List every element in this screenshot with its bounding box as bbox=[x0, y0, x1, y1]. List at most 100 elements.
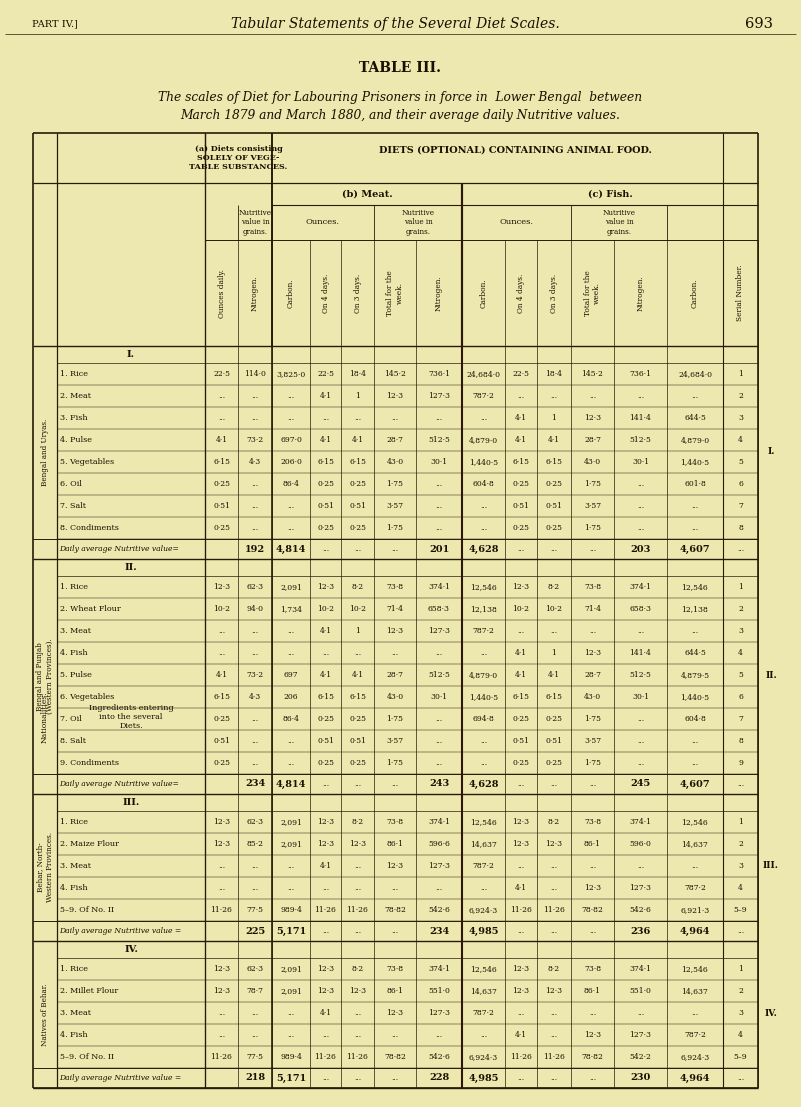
Text: Nitrogen.: Nitrogen. bbox=[637, 276, 645, 311]
Text: 245: 245 bbox=[630, 779, 650, 788]
Text: 30·1: 30·1 bbox=[430, 458, 448, 466]
Text: 1,440·5: 1,440·5 bbox=[680, 693, 710, 701]
Text: 542·2: 542·2 bbox=[630, 1053, 651, 1061]
Text: 4·1: 4·1 bbox=[320, 436, 332, 444]
Text: 12·3: 12·3 bbox=[584, 884, 601, 892]
Text: ...: ... bbox=[252, 1031, 259, 1039]
Text: 12,546: 12,546 bbox=[682, 583, 708, 591]
Text: ...: ... bbox=[288, 649, 295, 656]
Text: I.: I. bbox=[127, 350, 135, 359]
Text: ...: ... bbox=[550, 884, 557, 892]
Text: 11·26: 11·26 bbox=[211, 906, 232, 914]
Text: 141·4: 141·4 bbox=[630, 414, 651, 422]
Text: ...: ... bbox=[436, 524, 443, 532]
Text: ...: ... bbox=[354, 927, 361, 935]
Text: 1·75: 1·75 bbox=[584, 715, 601, 723]
Text: ...: ... bbox=[550, 1008, 557, 1017]
Text: 12·3: 12·3 bbox=[213, 818, 230, 826]
Text: Nitrogen.: Nitrogen. bbox=[251, 276, 259, 311]
Text: ...: ... bbox=[392, 414, 399, 422]
Text: ...: ... bbox=[737, 545, 744, 554]
Text: 5–9: 5–9 bbox=[734, 906, 747, 914]
Text: ...: ... bbox=[691, 392, 698, 400]
Text: 12·3: 12·3 bbox=[317, 840, 334, 848]
Text: 2,091: 2,091 bbox=[280, 818, 302, 826]
Text: ...: ... bbox=[354, 780, 361, 788]
Text: 12·3: 12·3 bbox=[317, 583, 334, 591]
Text: 71·4: 71·4 bbox=[387, 606, 404, 613]
Text: 551·0: 551·0 bbox=[630, 987, 651, 995]
Text: 0·25: 0·25 bbox=[213, 480, 230, 488]
Text: 658·3: 658·3 bbox=[428, 606, 450, 613]
Text: 4·1: 4·1 bbox=[352, 436, 364, 444]
Text: 8·2: 8·2 bbox=[548, 583, 560, 591]
Text: 12·3: 12·3 bbox=[213, 965, 230, 973]
Text: 1. Rice: 1. Rice bbox=[60, 583, 88, 591]
Text: 225: 225 bbox=[245, 927, 265, 935]
Text: ...: ... bbox=[322, 927, 329, 935]
Text: 4·1: 4·1 bbox=[548, 436, 560, 444]
Text: 22·5: 22·5 bbox=[317, 370, 334, 377]
Text: ...: ... bbox=[589, 927, 596, 935]
Text: ...: ... bbox=[436, 715, 443, 723]
Text: ...: ... bbox=[637, 759, 644, 767]
Text: 644·5: 644·5 bbox=[684, 649, 706, 656]
Text: Nationalities.: Nationalities. bbox=[41, 691, 49, 743]
Text: ...: ... bbox=[737, 1074, 744, 1082]
Text: 6: 6 bbox=[738, 693, 743, 701]
Text: 4·1: 4·1 bbox=[320, 1008, 332, 1017]
Text: On 3 days.: On 3 days. bbox=[353, 273, 361, 312]
Text: 12,546: 12,546 bbox=[470, 583, 497, 591]
Text: ...: ... bbox=[436, 414, 443, 422]
Text: 604·8: 604·8 bbox=[684, 715, 706, 723]
Text: ...: ... bbox=[517, 862, 525, 870]
Text: 4,985: 4,985 bbox=[469, 927, 499, 935]
Text: ...: ... bbox=[218, 862, 225, 870]
Text: ...: ... bbox=[691, 524, 698, 532]
Text: 374·1: 374·1 bbox=[428, 583, 450, 591]
Text: 4. Pulse: 4. Pulse bbox=[60, 436, 92, 444]
Text: Nutritive
value in
grains.: Nutritive value in grains. bbox=[239, 209, 272, 236]
Text: 2,091: 2,091 bbox=[280, 583, 302, 591]
Text: 697: 697 bbox=[284, 671, 298, 679]
Text: 4,607: 4,607 bbox=[680, 545, 710, 554]
Text: Total for the
week.: Total for the week. bbox=[584, 270, 601, 315]
Text: ...: ... bbox=[637, 501, 644, 510]
Text: 8: 8 bbox=[738, 524, 743, 532]
Text: 11·26: 11·26 bbox=[510, 1053, 532, 1061]
Text: 4·1: 4·1 bbox=[515, 436, 527, 444]
Text: 374·1: 374·1 bbox=[428, 818, 450, 826]
Text: 4·1: 4·1 bbox=[215, 671, 227, 679]
Text: ...: ... bbox=[589, 780, 596, 788]
Text: ...: ... bbox=[517, 1074, 525, 1082]
Text: 6·15: 6·15 bbox=[213, 693, 230, 701]
Text: 127·3: 127·3 bbox=[630, 884, 651, 892]
Text: 127·3: 127·3 bbox=[428, 627, 450, 635]
Text: 787·2: 787·2 bbox=[473, 392, 494, 400]
Text: 192: 192 bbox=[245, 545, 265, 554]
Text: 12·3: 12·3 bbox=[386, 1008, 404, 1017]
Text: ...: ... bbox=[252, 759, 259, 767]
Text: 14,637: 14,637 bbox=[682, 840, 708, 848]
Text: 6·15: 6·15 bbox=[317, 458, 334, 466]
Text: ...: ... bbox=[322, 1031, 329, 1039]
Text: 0·25: 0·25 bbox=[513, 480, 529, 488]
Text: 62·3: 62·3 bbox=[247, 965, 264, 973]
Text: Bengal and Punjab
(Western Provinces).: Bengal and Punjab (Western Provinces). bbox=[36, 639, 54, 714]
Text: 5–9. Of No. II: 5–9. Of No. II bbox=[60, 906, 114, 914]
Text: ...: ... bbox=[436, 737, 443, 745]
Text: 7. Oil: 7. Oil bbox=[60, 715, 82, 723]
Text: ...: ... bbox=[392, 884, 399, 892]
Text: 3. Meat: 3. Meat bbox=[60, 627, 91, 635]
Text: ...: ... bbox=[517, 1008, 525, 1017]
Text: 10·2: 10·2 bbox=[213, 606, 230, 613]
Text: 73·2: 73·2 bbox=[247, 436, 264, 444]
Text: Daily average Nutritive value=: Daily average Nutritive value= bbox=[59, 545, 179, 554]
Text: The scales of Diet for Labouring Prisoners in force in  Lower Bengal  between: The scales of Diet for Labouring Prisone… bbox=[158, 92, 642, 104]
Text: 127·3: 127·3 bbox=[630, 1031, 651, 1039]
Text: 4,964: 4,964 bbox=[680, 1074, 710, 1083]
Text: Daily average Nutritive value=: Daily average Nutritive value= bbox=[59, 780, 179, 788]
Text: 4,964: 4,964 bbox=[680, 927, 710, 935]
Text: 1: 1 bbox=[355, 627, 360, 635]
Text: ...: ... bbox=[288, 392, 295, 400]
